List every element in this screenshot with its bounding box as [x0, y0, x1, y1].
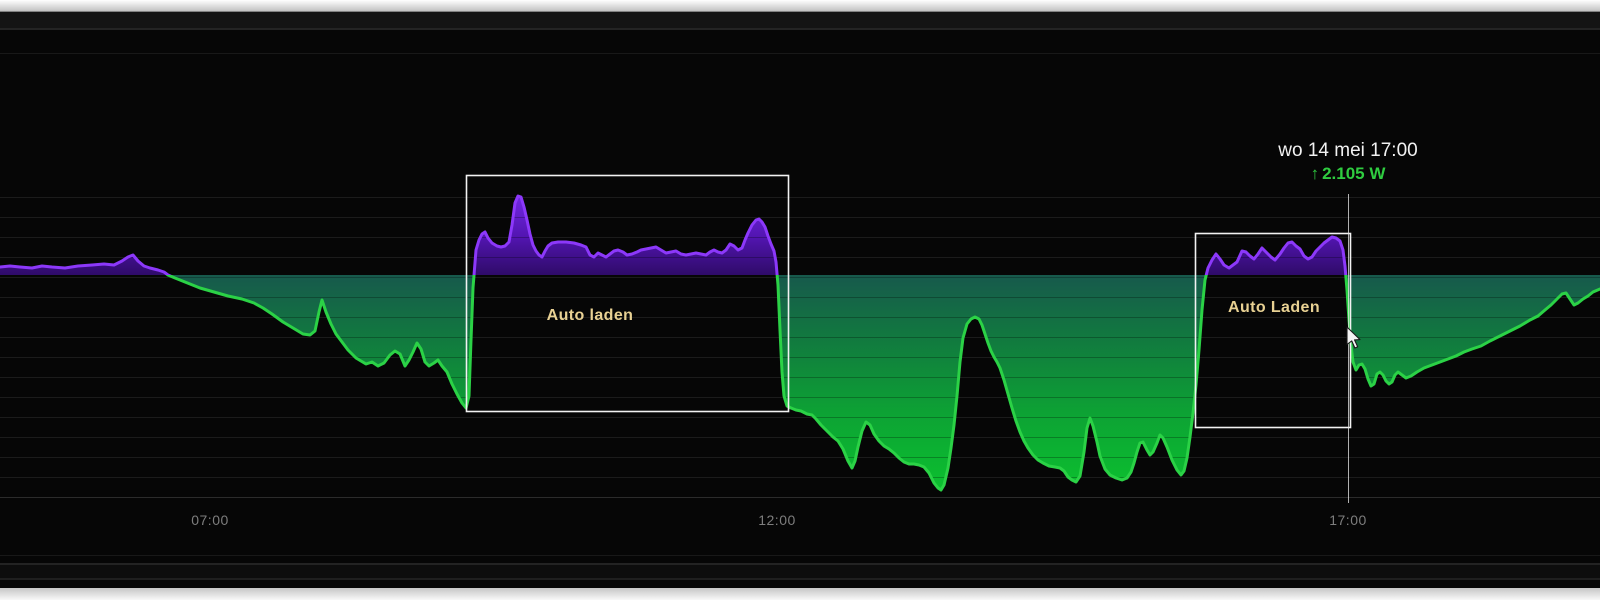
tooltip-value: ↑ 2.105 W: [1278, 164, 1417, 184]
panel-footer-divider: [0, 563, 1600, 565]
series-line-green: [165, 275, 1600, 492]
panel-footer-divider: [0, 578, 1600, 580]
x-axis-label-1700: 17:00: [1329, 512, 1367, 528]
x-axis-label-1200: 12:00: [758, 512, 796, 528]
window-top-edge: [0, 0, 1600, 12]
tooltip-datetime: wo 14 mei 17:00: [1278, 140, 1418, 161]
panel-footer-divider: [0, 555, 1600, 556]
tooltip-power-value: 2.105 W: [1322, 164, 1386, 183]
chart-panel-header-strip: [0, 12, 1600, 30]
mouse-cursor-icon: [1346, 326, 1361, 349]
annotation-label-auto-laden-1: Auto laden: [546, 307, 634, 324]
arrow-up-icon: ↑: [1310, 164, 1320, 183]
annotation-box-1: [465, 174, 790, 413]
annotation-label-auto-laden-2: Auto Laden: [1228, 299, 1320, 316]
series-line-purple: [0, 194, 1348, 275]
page-background-below-chart: [0, 588, 1600, 600]
panel-footer-strip: [0, 565, 1600, 578]
x-axis-label-0700: 07:00: [191, 512, 229, 528]
chart-tooltip: wo 14 mei 17:00 ↑ 2.105 W: [1278, 140, 1417, 184]
